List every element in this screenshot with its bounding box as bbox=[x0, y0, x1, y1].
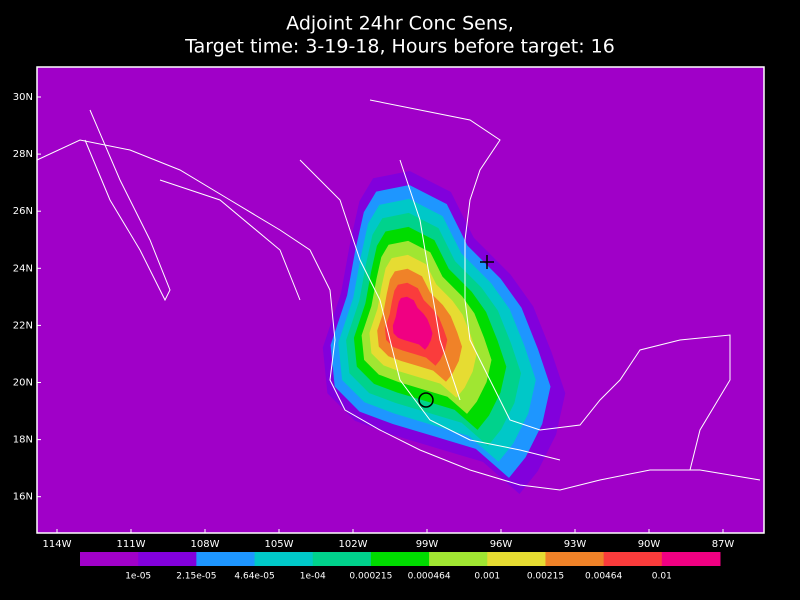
lon-label: 99W bbox=[416, 539, 439, 550]
lat-label: 20N bbox=[13, 378, 33, 389]
colorbar-label: 4.64e-05 bbox=[234, 572, 274, 582]
lat-label: 18N bbox=[13, 435, 33, 446]
colorbar-label: 2.15e-05 bbox=[176, 572, 216, 582]
colorbar-swatch bbox=[545, 552, 605, 566]
lon-label: 111W bbox=[117, 539, 146, 550]
colorbar-swatch bbox=[487, 552, 546, 566]
coastlines bbox=[36, 99, 761, 491]
axes: 30N 28N 26N 24N 22N 20N 18N 16N 114W 111W 108W 105W… bbox=[13, 92, 735, 550]
map-frame bbox=[36, 66, 765, 534]
colorbar-swatch bbox=[429, 552, 488, 566]
lon-label: 87W bbox=[712, 539, 735, 550]
lat-label: 16N bbox=[13, 492, 33, 503]
colorbar-label: 1e-05 bbox=[125, 572, 151, 582]
border bbox=[299, 159, 561, 461]
source-marker bbox=[418, 392, 434, 408]
lat-label: 22N bbox=[13, 320, 33, 331]
border bbox=[399, 159, 461, 401]
colorbar-swatch bbox=[196, 552, 256, 566]
colorbar-label: 0.001 bbox=[474, 572, 500, 582]
colorbar-swatch bbox=[138, 552, 197, 566]
colorbar-label: 0.000464 bbox=[408, 572, 451, 582]
colorbar-swatch bbox=[312, 552, 372, 566]
title-line: Target time: 3-19-18, Hours before targe… bbox=[184, 36, 615, 58]
colorbar-label: 0.000215 bbox=[349, 572, 392, 582]
map bbox=[37, 67, 764, 533]
coastline bbox=[36, 139, 761, 491]
lat-label: 26N bbox=[13, 206, 33, 217]
colorbar-label: 0.01 bbox=[652, 572, 672, 582]
lat-label: 24N bbox=[13, 263, 33, 274]
lat-label: 30N bbox=[13, 92, 33, 103]
lon-label: 102W bbox=[339, 539, 368, 550]
coastline bbox=[369, 99, 731, 471]
lon-label: 105W bbox=[265, 539, 294, 550]
lon-label: 114W bbox=[43, 539, 72, 550]
colorbar-swatch bbox=[370, 552, 430, 566]
colorbar-label: 0.00215 bbox=[527, 572, 564, 582]
lon-label: 93W bbox=[564, 539, 587, 550]
colorbar-swatch bbox=[254, 552, 314, 566]
lon-label: 90W bbox=[638, 539, 661, 550]
target-marker bbox=[418, 255, 494, 408]
colorbar-label: 1e-04 bbox=[300, 572, 326, 582]
border bbox=[159, 179, 301, 301]
title-line: Adjoint 24hr Conc Sens, bbox=[286, 13, 514, 35]
colorbar-swatch bbox=[661, 552, 721, 566]
contour-level bbox=[392, 296, 433, 350]
lat-label: 28N bbox=[13, 149, 33, 160]
coastline bbox=[84, 109, 171, 302]
lon-label: 96W bbox=[490, 539, 513, 550]
colorbar-swatch bbox=[603, 552, 663, 566]
colorbar-label: 0.00464 bbox=[585, 572, 622, 582]
colorbar: 1e-05 2.15e-05 4.64e-05 1e-04 0.000215 0.0004… bbox=[80, 552, 721, 582]
lon-label: 108W bbox=[191, 539, 220, 550]
colorbar-swatch bbox=[80, 552, 139, 566]
